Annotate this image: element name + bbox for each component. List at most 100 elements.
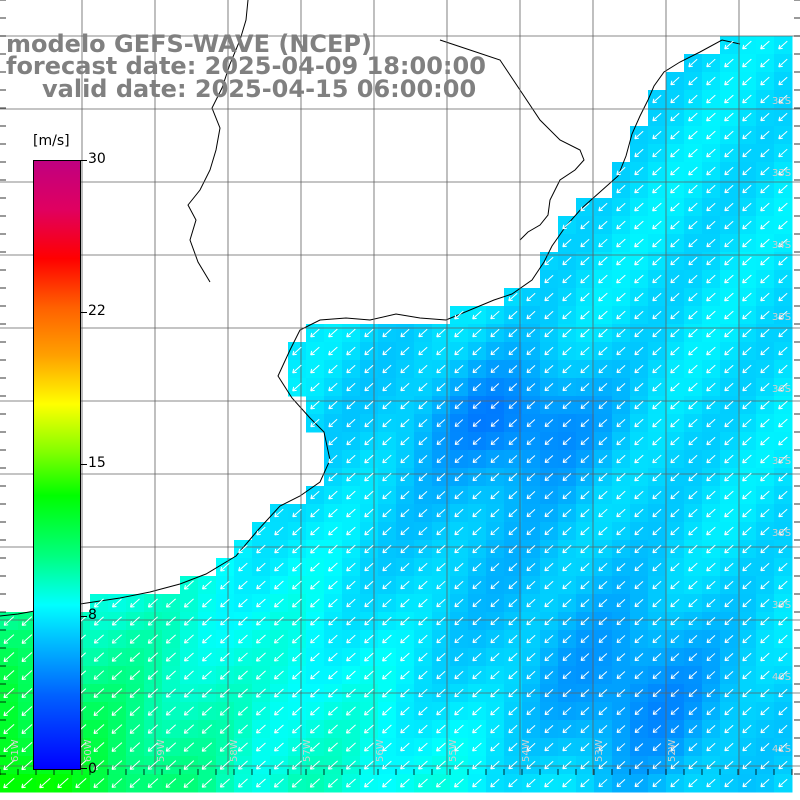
wind-arrow <box>165 616 176 626</box>
wind-arrow <box>526 598 536 608</box>
wind-arrow <box>526 545 536 554</box>
wind-arrow <box>562 455 572 463</box>
wind-arrow <box>778 706 788 716</box>
wind-arrow <box>688 653 698 662</box>
wind-arrow <box>436 491 446 500</box>
wind-arrow <box>760 184 770 194</box>
latitude-label: 38S <box>772 528 791 539</box>
wind-arrow <box>237 688 248 698</box>
wind-arrow <box>724 436 734 446</box>
wind-arrow <box>129 706 141 716</box>
wind-arrow <box>436 437 446 446</box>
wind-arrow <box>418 652 428 662</box>
wind-arrow <box>400 580 410 590</box>
wind-arrow <box>183 706 194 716</box>
wind-arrow <box>778 238 788 248</box>
wind-arrow <box>778 436 788 446</box>
wind-arrow <box>346 328 356 338</box>
colorbar-unit: [m/s] <box>33 133 70 149</box>
wind-arrow <box>652 598 662 608</box>
wind-arrow <box>526 634 536 644</box>
wind-arrow <box>562 220 572 230</box>
wind-arrow <box>490 724 500 734</box>
wind-arrow <box>183 670 194 680</box>
wind-arrow <box>436 328 446 338</box>
wind-arrow <box>742 562 752 572</box>
wind-arrow <box>310 598 320 608</box>
wind-arrow <box>742 148 752 158</box>
wind-arrow <box>364 418 374 428</box>
wind-arrow <box>21 688 33 698</box>
wind-arrow <box>310 382 320 392</box>
wind-arrow <box>580 653 590 661</box>
wind-arrow <box>111 724 123 734</box>
wind-arrow <box>760 706 770 716</box>
wind-arrow <box>382 454 392 464</box>
wind-arrow <box>418 526 428 536</box>
wind-arrow <box>580 310 590 320</box>
wind-arrow <box>382 472 392 482</box>
wind-arrow <box>544 742 554 752</box>
wind-arrow <box>382 598 392 608</box>
wind-arrow <box>742 724 752 734</box>
wind-arrow <box>778 382 788 392</box>
wind-arrow <box>760 328 770 338</box>
wind-arrow <box>688 616 698 626</box>
wind-arrow <box>778 94 788 104</box>
wind-arrow <box>382 544 392 554</box>
wind-arrow <box>400 724 410 734</box>
wind-arrow <box>382 526 392 536</box>
wind-arrow <box>580 238 590 248</box>
wind-arrow <box>346 688 356 698</box>
wind-arrow <box>418 328 428 338</box>
wind-arrow <box>400 508 410 518</box>
wind-arrow <box>400 328 410 338</box>
wind-arrow <box>310 400 320 410</box>
wind-arrow <box>742 472 752 482</box>
wind-arrow <box>292 526 302 536</box>
wind-arrow <box>201 688 212 698</box>
wind-arrow <box>688 346 698 356</box>
wind-arrow <box>778 616 788 626</box>
wind-arrow <box>760 508 770 518</box>
wind-arrow <box>760 112 770 122</box>
wind-arrow <box>436 382 446 392</box>
wind-arrow <box>418 400 428 410</box>
wind-arrow <box>688 742 698 752</box>
wind-arrow <box>670 256 680 266</box>
wind-arrow <box>742 670 752 680</box>
wind-arrow <box>616 418 626 428</box>
wind-arrow <box>382 562 392 572</box>
wind-arrow <box>688 725 698 734</box>
wind-arrow <box>364 742 374 752</box>
wind-arrow <box>436 562 446 572</box>
wind-arrow <box>382 364 392 374</box>
wind-arrow <box>310 526 320 536</box>
wind-arrow <box>93 742 105 753</box>
wind-arrow <box>706 544 716 554</box>
wind-arrow <box>652 94 662 104</box>
wind-arrow <box>724 184 734 194</box>
wind-arrow <box>778 58 788 68</box>
wind-arrow <box>670 490 680 500</box>
wind-arrow <box>346 418 356 428</box>
wind-arrow <box>598 274 608 284</box>
wind-arrow <box>598 653 608 662</box>
wind-arrow <box>364 382 374 392</box>
wind-arrow <box>616 364 626 374</box>
wind-arrow <box>562 724 572 734</box>
wind-arrow <box>454 310 464 320</box>
wind-arrow <box>255 652 266 662</box>
wind-arrow <box>436 364 446 374</box>
wind-arrow <box>508 670 518 680</box>
wind-arrow <box>652 544 662 554</box>
wind-arrow <box>292 508 302 518</box>
wind-arrow <box>526 706 536 716</box>
wind-arrow <box>670 743 680 752</box>
wind-arrow <box>237 670 248 680</box>
wind-arrow <box>778 346 788 356</box>
wind-arrow <box>526 742 536 752</box>
wind-speed-field <box>0 36 793 793</box>
longitude-label: 53W <box>594 739 605 762</box>
wind-arrow <box>778 76 788 86</box>
